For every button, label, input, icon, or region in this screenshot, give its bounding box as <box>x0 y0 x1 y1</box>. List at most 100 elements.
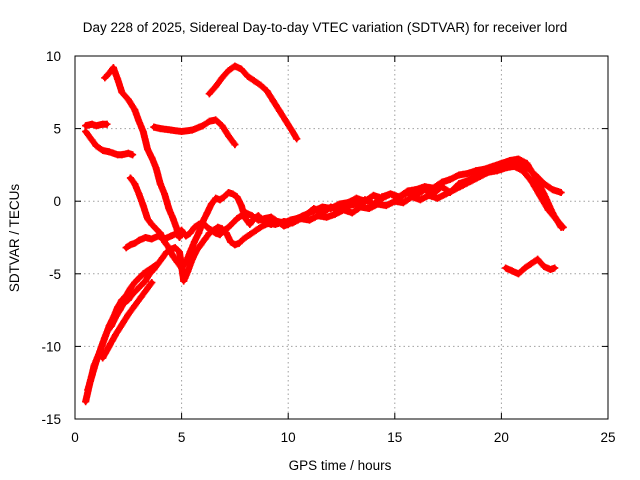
y-tick-label: -5 <box>49 267 61 282</box>
data-point <box>534 255 542 263</box>
data-point <box>559 223 567 231</box>
data-point <box>227 238 235 246</box>
y-tick-label: 5 <box>53 122 61 137</box>
data-point <box>158 254 166 262</box>
data-point <box>399 199 407 207</box>
data-point <box>438 178 446 186</box>
data-point <box>256 81 264 89</box>
data-point <box>222 229 230 237</box>
data-point <box>148 220 156 228</box>
data-point <box>82 122 90 130</box>
data-point <box>118 151 126 159</box>
data-point <box>476 173 484 181</box>
data-point <box>182 232 190 240</box>
x-tick-label: 25 <box>600 430 615 445</box>
data-point <box>143 145 151 153</box>
data-point <box>527 260 535 268</box>
data-point <box>212 194 220 202</box>
data-point <box>101 74 109 82</box>
data-point <box>271 220 279 228</box>
data-point <box>161 235 169 243</box>
data-point <box>472 167 480 175</box>
data-point <box>190 223 198 231</box>
data-point <box>280 218 288 226</box>
x-tick-label: 5 <box>178 430 186 445</box>
data-point <box>150 123 158 131</box>
data-point <box>99 146 107 154</box>
data-point <box>288 128 296 136</box>
data-point <box>244 72 252 80</box>
series-track-i <box>150 116 239 149</box>
data-point <box>497 159 505 167</box>
data-point <box>382 202 390 210</box>
data-point <box>207 200 215 208</box>
data-point <box>259 222 267 230</box>
data-point <box>544 206 552 214</box>
series-track-e <box>122 155 565 252</box>
data-point <box>205 229 213 237</box>
data-point <box>225 67 233 75</box>
axis-ticks: 0 5 10 15 20 25 -15 -10 -5 0 5 10 <box>41 49 615 445</box>
data-point <box>167 126 175 134</box>
data-point <box>163 248 171 256</box>
data-point <box>412 186 420 194</box>
data-point <box>463 170 471 178</box>
data-point <box>233 215 241 223</box>
data-point <box>161 190 169 198</box>
data-point <box>246 220 254 228</box>
data-point <box>137 281 145 289</box>
data-point <box>506 157 514 165</box>
data-point <box>126 174 134 182</box>
data-point <box>327 204 335 212</box>
data-point <box>225 132 233 140</box>
data-point <box>131 302 139 310</box>
data-point <box>188 126 196 134</box>
data-point <box>348 209 356 217</box>
data-point <box>135 236 143 244</box>
data-point <box>141 234 149 241</box>
data-point <box>118 321 126 329</box>
data-point <box>201 235 209 243</box>
data-point <box>195 229 203 237</box>
data-point <box>446 175 454 183</box>
data-point <box>135 117 143 125</box>
data-point <box>225 188 233 196</box>
data-point <box>131 239 139 247</box>
data-point <box>175 248 183 256</box>
data-point <box>352 194 360 202</box>
data-point <box>297 215 305 223</box>
data-point <box>143 215 151 223</box>
data-point <box>205 90 213 98</box>
data-point <box>88 371 96 379</box>
data-point <box>124 149 132 157</box>
data-point <box>231 241 239 249</box>
x-axis-label: GPS time / hours <box>289 458 392 473</box>
data-point <box>306 209 314 217</box>
data-point <box>282 117 290 125</box>
data-point <box>225 223 233 231</box>
data-point <box>493 167 501 175</box>
data-point <box>105 69 113 77</box>
x-tick-label: 0 <box>71 430 79 445</box>
data-point <box>429 184 437 192</box>
data-point <box>416 196 424 204</box>
data-point <box>167 232 175 240</box>
data-point <box>105 148 113 156</box>
data-point <box>148 264 156 272</box>
data-point <box>190 238 198 246</box>
data-point <box>248 212 256 220</box>
plot-frame <box>74 55 609 420</box>
data-point <box>92 357 100 365</box>
data-point <box>246 231 254 239</box>
series-track-h <box>99 279 156 362</box>
data-point <box>124 96 132 104</box>
data-point <box>521 264 529 272</box>
data-point <box>391 197 399 205</box>
data-point <box>180 277 188 285</box>
data-point <box>139 270 147 278</box>
data-point <box>133 286 141 294</box>
data-point <box>216 196 224 204</box>
data-point <box>131 106 139 114</box>
data-point <box>254 216 262 224</box>
series-track-c <box>101 64 183 241</box>
